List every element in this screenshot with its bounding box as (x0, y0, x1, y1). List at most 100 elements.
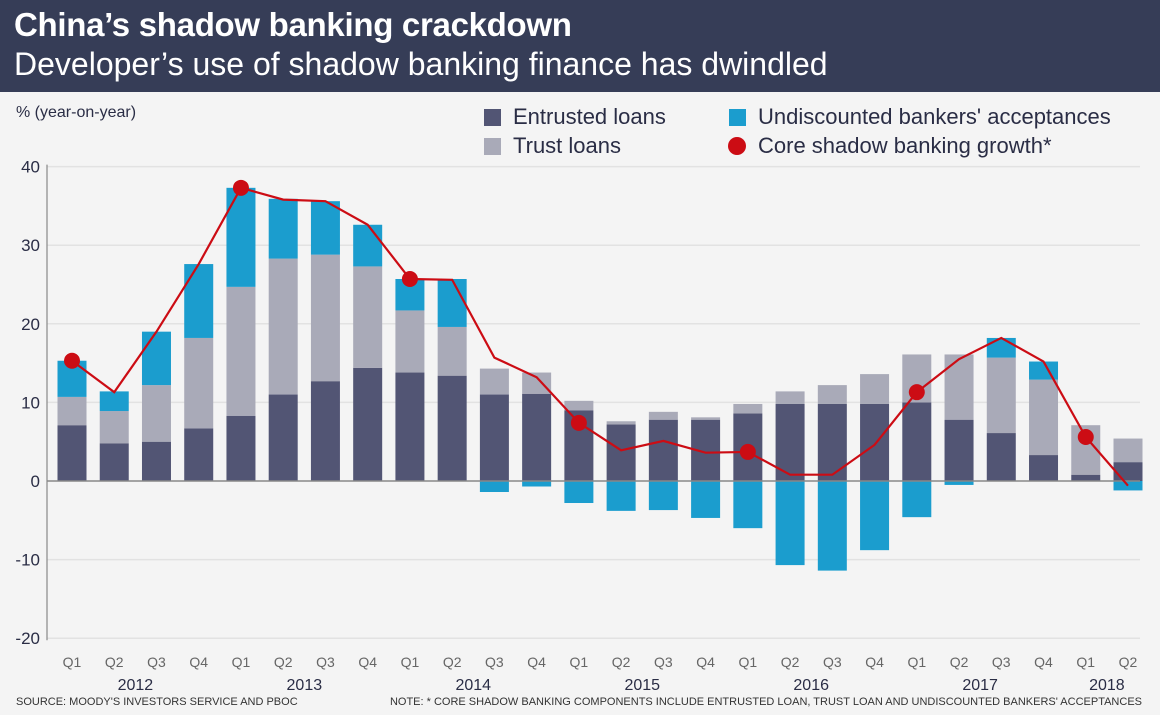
core-growth-marker (739, 443, 756, 460)
bar-undiscounted (986, 337, 1016, 358)
core-growth-marker (232, 179, 249, 196)
x-tick-label: Q2 (1119, 654, 1138, 670)
bar-trust (99, 411, 129, 444)
x-tick-label: Q1 (907, 654, 926, 670)
x-tick-label: Q2 (443, 654, 462, 670)
x-tick-label: Q2 (781, 654, 800, 670)
x-tick-label: Q4 (527, 654, 546, 670)
bar-entrusted (268, 394, 298, 481)
x-tick-label: Q4 (358, 654, 377, 670)
legend-trust: Trust loans (484, 133, 621, 159)
bar-trust (691, 417, 721, 420)
bar-undiscounted (141, 331, 171, 386)
bar-entrusted (437, 375, 467, 481)
bar-undiscounted (1029, 361, 1059, 380)
x-year-label: 2016 (793, 677, 829, 694)
x-tick-label: Q3 (147, 654, 166, 670)
chart-title: China’s shadow banking crackdown (14, 6, 572, 43)
legend-undiscounted: Undiscounted bankers' acceptances (729, 104, 1111, 130)
core-growth-marker (570, 414, 587, 431)
y-tick-label: 10 (21, 393, 40, 412)
bar-trust (522, 372, 552, 394)
x-tick-label: Q1 (232, 654, 251, 670)
bar-undiscounted (564, 481, 594, 504)
bar-entrusted (817, 403, 847, 481)
y-axis-label: % (year-on-year) (16, 104, 137, 121)
core-growth-marker (908, 384, 925, 401)
bar-trust (226, 286, 256, 416)
bar-trust (733, 403, 763, 414)
bar-entrusted (522, 393, 552, 481)
x-tick-label: Q3 (485, 654, 504, 670)
x-year-label: 2012 (118, 677, 154, 694)
legend-marker-core (728, 137, 746, 155)
core-growth-marker (64, 352, 80, 369)
x-year-label: 2018 (1089, 677, 1125, 694)
bar-trust (817, 385, 847, 404)
legend-swatch-undiscounted (729, 108, 746, 126)
bar-entrusted (944, 419, 974, 481)
x-tick-label: Q1 (1076, 654, 1095, 670)
bar-undiscounted (817, 481, 847, 571)
bar-undiscounted (648, 481, 678, 511)
bar-trust (1113, 438, 1143, 463)
bar-trust (353, 266, 383, 368)
legend-swatch-entrusted (484, 108, 501, 126)
x-tick-label: Q2 (105, 654, 124, 670)
bar-entrusted (1029, 455, 1059, 481)
x-tick-label: Q3 (823, 654, 842, 670)
y-tick-label: 30 (21, 236, 40, 255)
y-tick-label: -20 (15, 629, 40, 648)
x-year-label: 2014 (455, 677, 491, 694)
bar-trust (944, 354, 974, 420)
bar-undiscounted (437, 278, 467, 327)
y-tick-label: -10 (15, 551, 40, 570)
x-year-label: 2013 (287, 677, 323, 694)
bar-entrusted (310, 381, 340, 481)
header: China’s shadow banking crackdown Develop… (0, 0, 1160, 92)
source-note: SOURCE: MOODY'S INVESTORS SERVICE AND PB… (16, 696, 298, 708)
x-tick-label: Q4 (1034, 654, 1053, 670)
bar-trust (310, 254, 340, 382)
bar-entrusted (1113, 462, 1143, 481)
bar-undiscounted (860, 481, 890, 551)
bar-entrusted (902, 402, 932, 481)
bar-undiscounted (944, 481, 974, 485)
bar-entrusted (606, 424, 636, 481)
bar-trust (184, 337, 214, 429)
chart-subtitle: Developer’s use of shadow banking financ… (14, 46, 828, 82)
bar-undiscounted (479, 481, 509, 493)
legend-label: Trust loans (513, 133, 622, 158)
bar-trust (860, 374, 890, 404)
bar-undiscounted (310, 201, 340, 255)
x-tick-label: Q1 (63, 654, 82, 670)
bar-entrusted (479, 394, 509, 481)
bar-undiscounted (268, 198, 298, 259)
bar-entrusted (860, 403, 890, 481)
x-tick-label: Q2 (612, 654, 631, 670)
x-tick-label: Q4 (696, 654, 715, 670)
bar-undiscounted (733, 481, 763, 529)
legend-entrusted: Entrusted loans (484, 104, 666, 130)
x-tick-label: Q4 (189, 654, 208, 670)
bar-trust (141, 385, 171, 442)
bar-entrusted (141, 441, 171, 481)
footnote: NOTE: * CORE SHADOW BANKING COMPONENTS I… (389, 696, 1142, 708)
x-tick-label: Q3 (316, 654, 335, 670)
bar-undiscounted (226, 187, 256, 287)
legend-label: Entrusted loans (513, 104, 666, 129)
bar-entrusted (226, 415, 256, 481)
bar-entrusted (648, 419, 678, 481)
bar-entrusted (986, 433, 1016, 481)
bar-trust (479, 368, 509, 395)
legend-core: Core shadow banking growth* (728, 133, 1052, 159)
legend-label: Undiscounted bankers' acceptances (758, 104, 1111, 129)
bar-undiscounted (99, 391, 129, 412)
legend-swatch-trust (484, 137, 501, 155)
x-tick-label: Q4 (865, 654, 884, 670)
bar-trust (268, 258, 298, 395)
y-tick-label: 40 (21, 158, 40, 177)
legend-label: Core shadow banking growth* (758, 133, 1052, 158)
bar-undiscounted (691, 481, 721, 518)
x-year-label: 2015 (624, 677, 660, 694)
